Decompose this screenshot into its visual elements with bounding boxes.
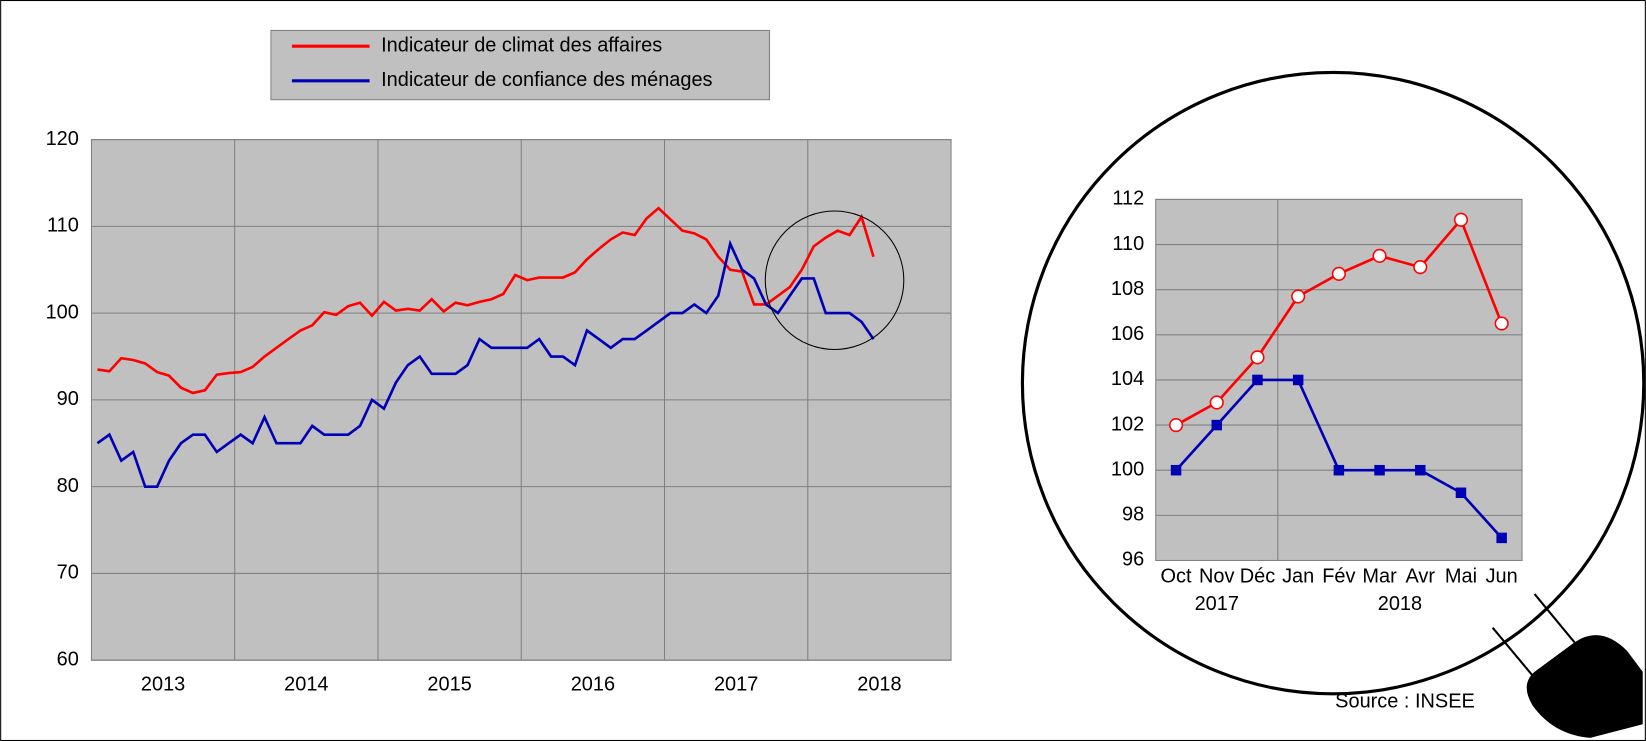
point bbox=[1333, 464, 1345, 476]
point bbox=[1252, 374, 1263, 386]
y-tick-label: 112 bbox=[1112, 188, 1144, 210]
point bbox=[1209, 395, 1224, 410]
y-tick-label: 110 bbox=[1112, 233, 1144, 255]
zoom-circle bbox=[764, 210, 905, 351]
point bbox=[1494, 316, 1509, 331]
y-tick-label: 108 bbox=[1111, 278, 1144, 300]
x-tick-label: 2016 bbox=[571, 674, 615, 696]
y-tick-label: 100 bbox=[1111, 458, 1144, 480]
legend bbox=[270, 29, 770, 101]
point bbox=[1168, 417, 1184, 433]
x-tick-label: Oct bbox=[1161, 566, 1192, 588]
x-tick-label: 2018 bbox=[857, 674, 901, 696]
point bbox=[1250, 350, 1265, 365]
point bbox=[1415, 464, 1426, 476]
x-tick-label: Jun bbox=[1486, 566, 1518, 588]
series-line bbox=[97, 206, 875, 395]
y-tick-label: 90 bbox=[57, 388, 79, 410]
point bbox=[1170, 464, 1182, 476]
y-tick-label: 120 bbox=[46, 128, 79, 150]
y-tick-label: 60 bbox=[57, 648, 79, 670]
source: Source : INSEE bbox=[1335, 690, 1475, 712]
point bbox=[1372, 248, 1387, 263]
x-tick-label: Fév bbox=[1322, 566, 1355, 588]
legend-label: Indicateur de confiance des ménages bbox=[381, 69, 712, 91]
point bbox=[1292, 374, 1304, 386]
x-group-label: 2017 bbox=[1195, 593, 1239, 615]
point bbox=[1455, 487, 1467, 499]
y-tick-label: 80 bbox=[57, 475, 79, 497]
point bbox=[1291, 289, 1306, 304]
x-tick-label: Mai bbox=[1445, 566, 1477, 588]
y-tick-label: 96 bbox=[1122, 549, 1144, 571]
magnifier-handle bbox=[1491, 593, 1643, 738]
x-tick-label: Déc bbox=[1240, 566, 1275, 588]
x-tick-label: Mar bbox=[1362, 566, 1397, 588]
point bbox=[1374, 464, 1385, 476]
point bbox=[1211, 419, 1223, 431]
y-tick-label: 102 bbox=[1111, 413, 1144, 435]
y-tick-label: 100 bbox=[46, 301, 79, 323]
x-tick-label: Jan bbox=[1282, 566, 1314, 588]
point bbox=[1331, 266, 1346, 281]
legend-label: Indicateur de climat des affaires bbox=[381, 34, 662, 56]
x-tick-label: Avr bbox=[1405, 566, 1435, 588]
x-tick-label: 2013 bbox=[141, 674, 185, 696]
x-tick-label: 2015 bbox=[427, 674, 471, 696]
y-tick-label: 70 bbox=[57, 562, 79, 584]
x-group-label: 2018 bbox=[1378, 593, 1422, 615]
x-tick-label: 2014 bbox=[284, 674, 328, 696]
y-tick-label: 104 bbox=[1111, 368, 1144, 390]
x-tick-label: 2017 bbox=[714, 674, 758, 696]
y-tick-label: 98 bbox=[1122, 504, 1144, 526]
y-tick-label: 106 bbox=[1111, 323, 1144, 345]
point bbox=[1453, 212, 1469, 227]
y-tick-label: 110 bbox=[47, 215, 79, 237]
point bbox=[1413, 260, 1428, 275]
point bbox=[1496, 532, 1507, 544]
series-line bbox=[96, 239, 875, 488]
x-tick-label: Nov bbox=[1199, 566, 1234, 588]
